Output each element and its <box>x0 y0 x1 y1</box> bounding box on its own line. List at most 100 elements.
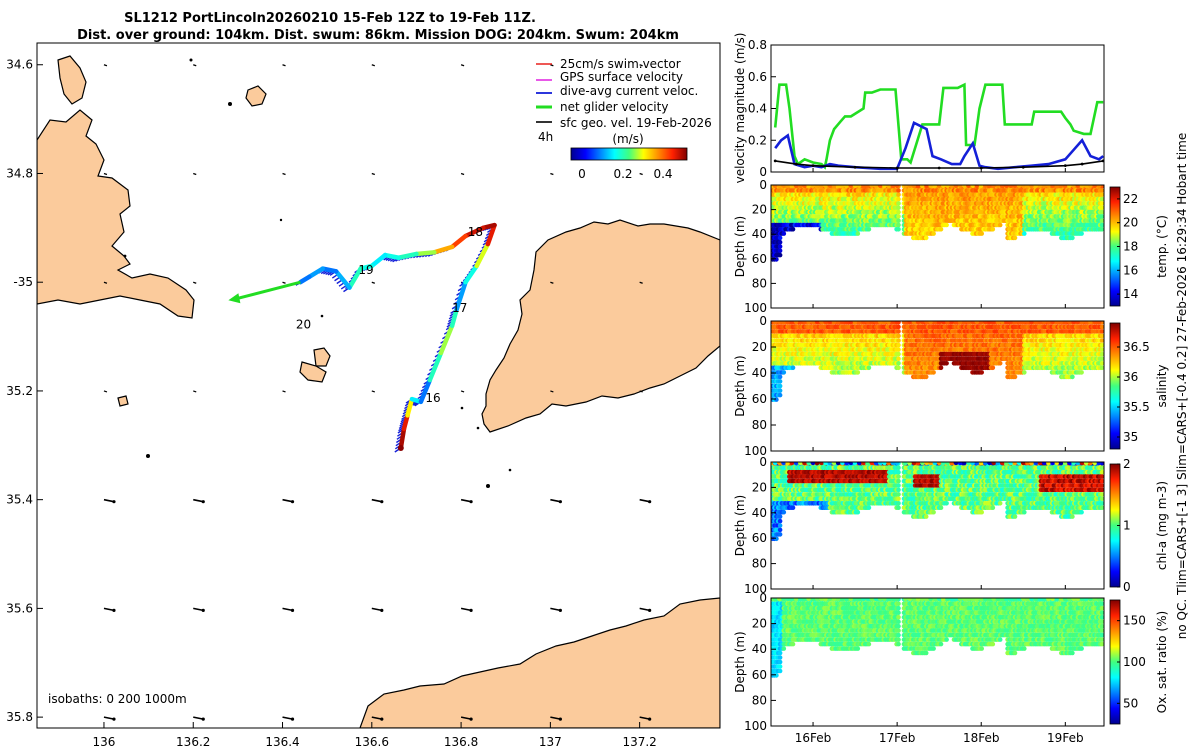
geo-velocity-arrow <box>460 172 465 176</box>
section-surface-sample <box>953 185 959 189</box>
geo-velocity-arrow <box>103 64 108 67</box>
geo-velocity-arrowhead <box>648 500 652 504</box>
geo-velocity-arrow <box>282 281 286 284</box>
section-surface-sample <box>894 185 900 189</box>
section-sample <box>777 514 783 519</box>
section-sample <box>1099 227 1104 232</box>
track-day-label: 20 <box>296 317 311 331</box>
section-surface-sample <box>1088 185 1093 189</box>
section-surface-sample <box>802 185 807 189</box>
section-sample <box>1099 333 1104 339</box>
section-surface-sample <box>987 321 992 325</box>
section-surface-sample <box>882 321 887 325</box>
section-surface-sample <box>781 321 786 325</box>
section-sample <box>1022 370 1027 375</box>
legend-dive-avg-label: dive-avg current veloc. <box>560 84 698 98</box>
section-colorbar-ticklabel: 18 <box>1123 240 1138 254</box>
section-sample <box>1099 192 1104 198</box>
track-day-label: 17 <box>452 301 467 315</box>
section-sample <box>896 347 901 352</box>
section-surface-sample <box>856 321 862 325</box>
velocity-axes <box>770 44 1105 173</box>
land-west-island <box>37 109 195 319</box>
section-ylabel: Depth (m) <box>733 216 747 277</box>
section-sample <box>896 188 901 193</box>
geo-velocity-arrow <box>639 607 650 612</box>
velocity-series <box>773 82 1104 172</box>
section-surface-sample <box>978 185 984 189</box>
section-surface-sample <box>1075 185 1081 189</box>
section-dots <box>771 185 1104 262</box>
section-y-ticklabel: 20 <box>752 340 767 354</box>
velocity-y-ticks: 00.20.40.60.8 <box>748 38 776 179</box>
section-surface-sample <box>974 321 980 325</box>
velocity-series-dot <box>1021 165 1025 169</box>
section-surface-sample <box>1012 185 1018 189</box>
section-surface-sample <box>1008 321 1014 325</box>
velocity-series-dot <box>794 162 798 166</box>
geo-velocity-arrow <box>282 607 293 612</box>
section-sample <box>896 324 901 330</box>
section-surface-sample <box>827 185 833 189</box>
section-sample <box>774 397 779 402</box>
section-surface-sample <box>1083 185 1089 189</box>
section-sample <box>777 248 783 254</box>
track-segment <box>401 413 410 432</box>
section-colorbar-label: salinity <box>1155 364 1169 407</box>
section-sample <box>1099 338 1104 343</box>
geo-velocity-arrow <box>550 64 554 67</box>
section-surface-sample <box>932 185 938 189</box>
geo-velocity-arrowhead <box>469 608 473 612</box>
section-sample <box>896 196 901 202</box>
track-segment <box>398 426 407 451</box>
section-surface-sample <box>1071 185 1077 189</box>
section-sample <box>938 365 944 371</box>
section-surface-sample <box>785 321 791 325</box>
section-surface-sample <box>1029 185 1035 189</box>
section-surface-sample <box>945 321 950 325</box>
track-segment <box>382 252 401 260</box>
track-segment <box>449 233 468 250</box>
section-surface-sample <box>848 321 854 325</box>
section-surface-sample <box>831 185 837 189</box>
geo-velocity-arrow <box>460 390 465 393</box>
section-surface-sample <box>995 185 1001 189</box>
geo-velocity-arrow <box>371 716 382 720</box>
section-sample <box>997 361 1003 366</box>
section-surface-sample <box>991 185 997 189</box>
section-surface-sample <box>806 185 812 189</box>
geo-velocity-arrow <box>639 64 643 67</box>
section-surface-sample <box>1037 321 1043 325</box>
section-surface-sample <box>1016 321 1022 325</box>
section-sample <box>1012 235 1018 241</box>
geo-velocity-arrow <box>371 64 376 67</box>
section-surface-sample <box>877 321 883 325</box>
land-east-peninsula <box>481 219 720 433</box>
section-surface-sample <box>886 185 892 189</box>
geo-velocity-arrow <box>550 607 561 612</box>
map-y-ticklabel: 35.4 <box>6 493 33 507</box>
section-surface-sample <box>873 321 879 325</box>
section-surface-sample <box>1067 185 1072 189</box>
section-sample <box>938 227 944 232</box>
velocity-series-dot <box>853 165 857 169</box>
section-surface-sample <box>920 185 925 189</box>
section-sample <box>777 235 783 241</box>
legend-interval-note: 4h <box>538 130 553 144</box>
track-segment <box>438 323 455 356</box>
geo-velocity-arrowhead <box>201 717 205 721</box>
section-surface-sample <box>907 185 913 189</box>
legend-sfc-geo-label: sfc geo. vel. 19-Feb-2026 <box>560 116 712 130</box>
geo-velocity-arrow <box>639 281 643 284</box>
section-sample <box>896 342 901 348</box>
land-west-islet-4 <box>299 361 327 383</box>
section-surface-sample <box>1041 321 1047 325</box>
section-surface-sample <box>848 185 854 189</box>
geo-velocity-arrow <box>550 172 554 176</box>
track-day-label: 19 <box>358 263 373 277</box>
section-surface-sample <box>835 185 841 189</box>
geo-velocity-arrow <box>103 498 115 503</box>
section-sample <box>1099 188 1104 193</box>
